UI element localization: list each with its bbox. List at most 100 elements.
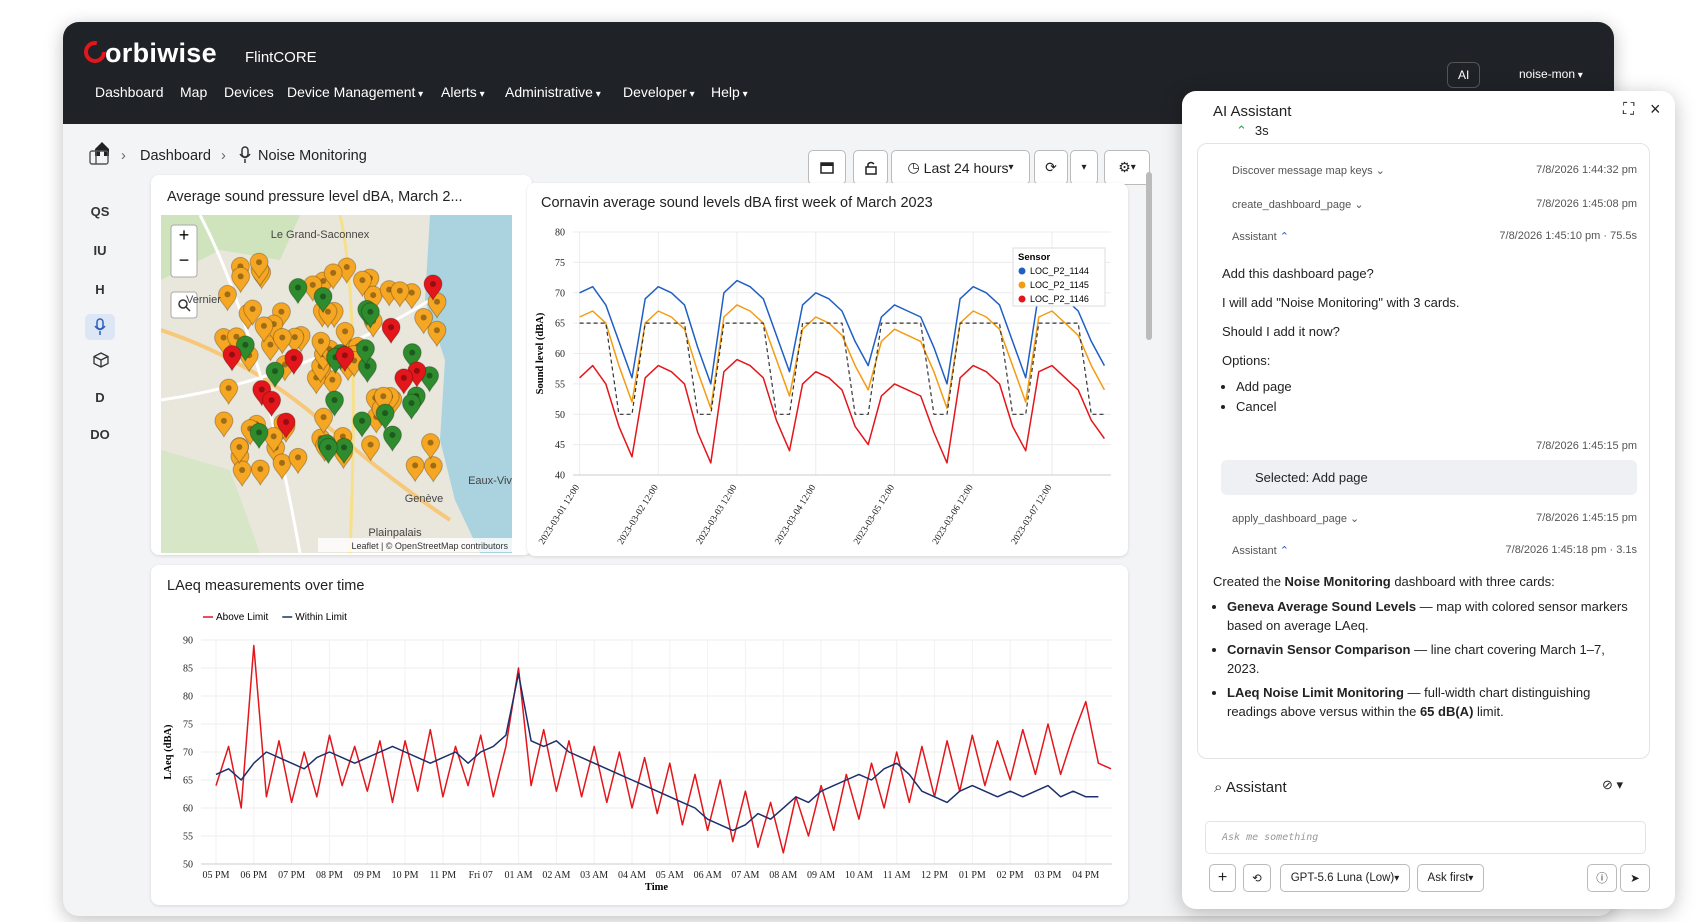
tool-call[interactable]: apply_dashboard_page ⌄ 7/8/2026 1:45:15 p… bbox=[1232, 512, 1637, 525]
place-label: Vernier bbox=[186, 294, 221, 306]
marker-dot bbox=[325, 444, 332, 451]
x-tick-label: 01 PM bbox=[959, 870, 986, 881]
y-tick-label: 60 bbox=[555, 349, 565, 360]
status-text: 3s bbox=[1254, 123, 1269, 138]
info-button[interactable]: ⓘ bbox=[1587, 864, 1617, 892]
sidebar-toggle[interactable] bbox=[89, 150, 109, 166]
ai-button[interactable]: AI bbox=[1447, 62, 1481, 88]
nav-item[interactable]: Administrative bbox=[505, 84, 601, 100]
x-tick-label: 06 AM bbox=[694, 870, 722, 881]
y-tick-label: 75 bbox=[555, 258, 565, 269]
x-tick-label: 05 PM bbox=[203, 870, 230, 881]
sidebar-active[interactable] bbox=[85, 314, 115, 340]
x-tick-label: 01 AM bbox=[505, 870, 533, 881]
assistant-panel: AI Assistant ⌃ 3s ⛶ × Discover message ma… bbox=[1182, 91, 1675, 909]
user-menu[interactable]: noise-mon bbox=[1509, 62, 1593, 86]
model-select[interactable]: GPT-5.6 Luna (Low) bbox=[1280, 864, 1410, 892]
place-label: Plainpalais bbox=[368, 527, 422, 539]
nav-item[interactable]: Alerts bbox=[441, 84, 485, 100]
marker-dot bbox=[290, 355, 297, 362]
nav-item[interactable]: Device Management bbox=[287, 84, 423, 100]
nav-item[interactable]: Developer bbox=[623, 84, 695, 100]
nav-item[interactable]: Devices bbox=[224, 84, 274, 100]
legend-label: Within Limit bbox=[295, 612, 347, 623]
x-tick-label: 12 PM bbox=[921, 870, 948, 881]
refresh-button[interactable]: ⟳ bbox=[1034, 150, 1068, 185]
option: Cancel bbox=[1236, 399, 1460, 414]
nav-item[interactable]: Dashboard bbox=[95, 84, 164, 100]
series-line bbox=[215, 672, 1099, 832]
time-range[interactable]: ◷ Last 24 hours bbox=[891, 150, 1030, 185]
send-button[interactable]: ➤ bbox=[1620, 864, 1650, 892]
x-tick-label: 02 PM bbox=[997, 870, 1024, 881]
series-line bbox=[579, 279, 1106, 385]
reply-label: Assistant bbox=[1232, 231, 1277, 243]
settings-button[interactable]: ⚙ bbox=[1104, 150, 1150, 185]
sidebar-cube[interactable] bbox=[93, 352, 109, 368]
nav-item[interactable]: Map bbox=[180, 84, 208, 100]
marker-dot bbox=[329, 376, 336, 383]
sidebar-item[interactable]: DO bbox=[90, 427, 110, 442]
place-label: Eaux-Viv bbox=[468, 475, 512, 487]
x-tick-label: 10 AM bbox=[845, 870, 873, 881]
marker-dot bbox=[400, 374, 407, 381]
marker-dot bbox=[430, 462, 437, 469]
card-title: LAeq measurements over time bbox=[167, 578, 365, 594]
marker-dot bbox=[341, 352, 348, 359]
tool-call[interactable]: Discover message map keys ⌄ 7/8/2026 1:44… bbox=[1232, 164, 1637, 177]
reply-header[interactable]: Assistant ⌃ 7/8/2026 1:45:18 pm · 3.1s bbox=[1232, 544, 1637, 557]
marker-dot bbox=[341, 444, 348, 451]
legend-title: Sensor bbox=[1018, 252, 1051, 263]
layout-button[interactable] bbox=[808, 150, 846, 185]
scrollbar[interactable] bbox=[1146, 172, 1152, 340]
marker-dot bbox=[268, 397, 275, 404]
close-button[interactable]: × bbox=[1650, 99, 1661, 119]
legend-box bbox=[1012, 247, 1106, 307]
marker-dot bbox=[367, 308, 374, 315]
marker-dot bbox=[396, 287, 403, 294]
map[interactable] bbox=[161, 215, 512, 553]
sidebar-item[interactable]: H bbox=[95, 282, 105, 297]
y-tick-label: 50 bbox=[555, 410, 565, 421]
card-item: Cornavin Sensor Comparison — line chart … bbox=[1227, 640, 1633, 678]
sidebar-item[interactable]: IU bbox=[93, 243, 107, 258]
svg-text:+: + bbox=[179, 225, 190, 245]
x-tick-label: 2023-03-05 12:00 bbox=[852, 483, 897, 546]
marker-layer bbox=[214, 252, 447, 487]
product-name: FlintCORE bbox=[245, 49, 317, 66]
sidebar-item[interactable]: D bbox=[95, 390, 105, 405]
home-icon[interactable] bbox=[93, 140, 111, 158]
place-label: Le Grand-Saconnex bbox=[271, 229, 370, 241]
sidebar-item[interactable]: QS bbox=[90, 204, 110, 219]
tool-call[interactable]: create_dashboard_page ⌄ 7/8/2026 1:45:08 … bbox=[1232, 198, 1637, 211]
time: 7/8/2026 1:45:18 pm · 3.1s bbox=[1505, 544, 1637, 556]
marker-dot bbox=[236, 444, 243, 451]
reply-intro: Created the Noise Monitoring dashboard w… bbox=[1213, 572, 1633, 591]
x-tick-label: 09 AM bbox=[807, 870, 835, 881]
marker-dot bbox=[239, 467, 246, 474]
marker-dot bbox=[237, 273, 244, 280]
y-tick-label: 65 bbox=[183, 776, 193, 787]
breadcrumb-link[interactable]: Dashboard bbox=[140, 148, 211, 164]
reply-header[interactable]: Assistant ⌃ 7/8/2026 1:45:10 pm · 75.5s bbox=[1232, 230, 1637, 243]
tool-name: create_dashboard_page bbox=[1232, 199, 1352, 211]
mode-select[interactable]: Ask first bbox=[1417, 864, 1484, 892]
time: 7/8/2026 1:44:32 pm bbox=[1536, 164, 1637, 176]
marker-dot bbox=[309, 281, 316, 288]
marker-dot bbox=[331, 396, 338, 403]
refresh-menu[interactable]: ▾ bbox=[1070, 150, 1098, 185]
expand-button[interactable]: ⛶ bbox=[1623, 101, 1635, 118]
add-button[interactable]: + bbox=[1209, 864, 1236, 892]
nav-item[interactable]: Help bbox=[711, 84, 748, 100]
marker-dot bbox=[367, 441, 374, 448]
legend-label: LOC_P2_1146 bbox=[1030, 294, 1089, 304]
history-button[interactable]: ⟲ bbox=[1243, 864, 1271, 892]
message-input[interactable]: Ask me something bbox=[1205, 821, 1646, 854]
tools-menu[interactable]: ⊘ ▾ bbox=[1602, 777, 1624, 792]
marker-dot bbox=[343, 264, 350, 271]
zoom-control[interactable]: + − bbox=[170, 224, 198, 319]
marker-dot bbox=[220, 417, 227, 424]
y-tick-label: 45 bbox=[555, 440, 565, 451]
reply-line: I will add "Noise Monitoring" with 3 car… bbox=[1222, 295, 1460, 310]
